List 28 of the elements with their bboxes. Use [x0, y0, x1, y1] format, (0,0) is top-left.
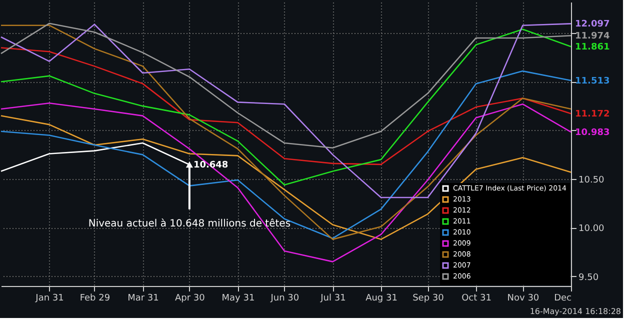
- x-tick-label: Nov 30: [507, 294, 540, 304]
- x-tick-label: Jun 30: [270, 294, 300, 304]
- data-label: 12.097: [575, 20, 610, 30]
- data-label: 11.513: [575, 76, 610, 86]
- x-tick-label: Apr 30: [174, 294, 206, 304]
- x-tick-label: Sep 30: [412, 294, 444, 304]
- data-label: 10.983: [575, 128, 610, 138]
- x-tick-label: May 31: [222, 294, 255, 304]
- line-series: [0, 24, 572, 240]
- line-series: [0, 115, 572, 240]
- data-label: 11.974: [575, 32, 610, 42]
- y-tick-label: 10.00: [578, 224, 605, 234]
- line-series: [0, 70, 572, 239]
- line-series: [0, 22, 572, 149]
- text: 16-May-2014 16:18:28: [530, 307, 621, 316]
- x-tick-label: Mar 31: [128, 294, 159, 304]
- data-label: 11.861: [575, 42, 610, 53]
- x-tick-label: Aug 31: [366, 294, 398, 304]
- x-tick-label: Jul 31: [320, 294, 346, 304]
- data-label: 11.172: [575, 110, 610, 120]
- x-tick-label: Dec: [554, 294, 572, 304]
- y-tick-label: 9.50: [578, 272, 599, 283]
- x-tick-label: Jan 31: [34, 294, 64, 304]
- line-series: [0, 102, 572, 262]
- x-tick-label: Feb 29: [80, 294, 110, 304]
- x-tick-label: Oct 31: [462, 294, 492, 304]
- y-tick-label: 10.50: [578, 176, 605, 186]
- annotation: Niveau actuel à 10.648 millions de têtes: [88, 218, 291, 230]
